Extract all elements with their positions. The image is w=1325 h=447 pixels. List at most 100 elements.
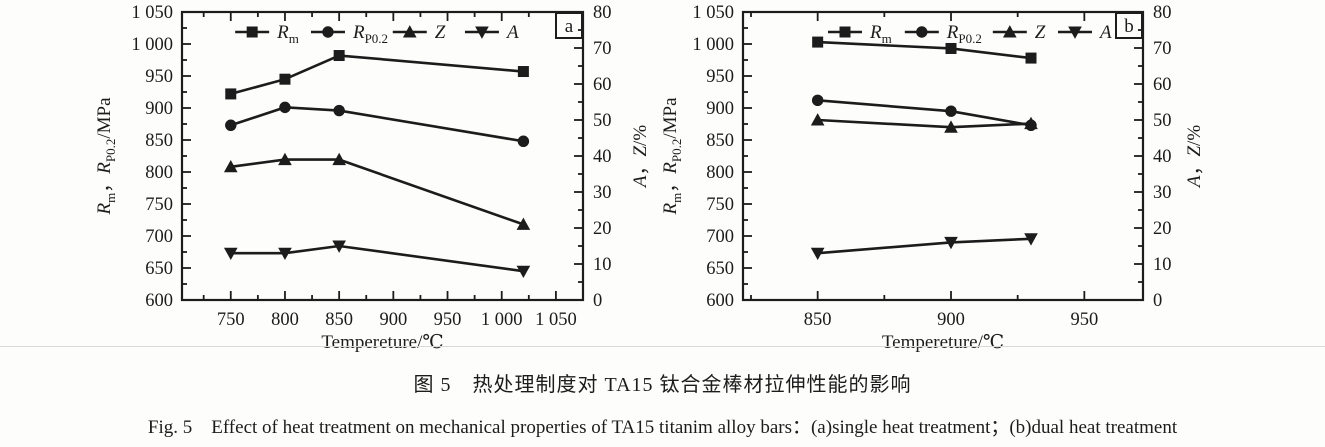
right-tick-label: 20 (1153, 219, 1172, 239)
left-tick-label: 750 (706, 195, 734, 215)
left-tick-label: 700 (706, 227, 734, 247)
x-tick-label: 950 (434, 310, 462, 330)
data-point-Z (278, 152, 292, 166)
right-tick-label: 80 (593, 3, 612, 23)
x-tick-label: 1 000 (481, 310, 523, 330)
panel-letter: b (1124, 16, 1134, 37)
left-tick-label: 950 (145, 67, 173, 87)
data-point-Z (1024, 116, 1038, 130)
series-line-Rp02 (230, 106, 524, 143)
legend-a: Rm RP0.2 Z A (235, 22, 519, 46)
right-tick-label: 10 (593, 255, 612, 275)
left-tick-label: 600 (145, 291, 173, 311)
panel-letter-box (555, 12, 583, 39)
caption-english: Fig. 5 Effect of heat treatment on mecha… (147, 417, 1178, 438)
left-tick-label: 850 (145, 131, 173, 151)
divider-line (0, 346, 1325, 347)
data-point-Rp02 (333, 104, 345, 117)
series-line-A (817, 237, 1032, 255)
data-point-Rp02 (517, 135, 530, 147)
right-tick-label: 50 (1153, 111, 1172, 131)
legend-marker-Rm (246, 26, 258, 38)
legend-marker-Z (1002, 25, 1017, 38)
left-tick-label: 650 (145, 259, 173, 279)
data-point-Rp02 (279, 101, 291, 114)
right-tick-label: 80 (1153, 3, 1172, 23)
data-point-Z (944, 120, 958, 133)
data-point-Rm (225, 88, 237, 100)
right-tick-label: 0 (1153, 291, 1162, 311)
data-point-Rm (279, 73, 291, 85)
series-line-Rm (230, 54, 524, 96)
left-tick-label: 650 (706, 259, 734, 279)
right-axis-title: A，Z/% (1184, 125, 1205, 189)
left-tick-label: 700 (145, 227, 173, 247)
right-tick-label: 40 (1153, 147, 1172, 167)
left-tick-label: 600 (706, 291, 734, 311)
legend-label-Rm: Rm (276, 22, 299, 46)
right-tick-label: 60 (1153, 75, 1172, 95)
right-axis-title: A，Z/% (630, 125, 651, 189)
right-tick-label: 0 (593, 291, 602, 311)
data-point-Rm (945, 42, 957, 54)
x-tick-label: 850 (804, 310, 832, 330)
caption-chinese: 图 5 热处理制度对 TA15 钛合金棒材拉伸性能的影响 (413, 374, 912, 396)
left-tick-label: 900 (145, 99, 173, 119)
panel-letter: a (565, 16, 574, 37)
legend-label-Rp02: RP0.2 (352, 22, 388, 46)
x-tick-label: 900 (937, 310, 965, 330)
series-line-Z (230, 158, 524, 226)
left-tick-label: 750 (145, 195, 173, 215)
left-tick-label: 800 (145, 163, 173, 183)
legend-label-A: A (505, 22, 519, 43)
plot-box-b (741, 10, 1145, 302)
legend-label-Rm: Rm (869, 22, 892, 46)
left-tick-label: 1 000 (692, 35, 734, 55)
data-point-A (810, 247, 825, 261)
chart-panel-a: 750 800 850 900 950 1 000 1 050600650700750800… (94, 3, 651, 353)
data-point-Rp02 (811, 94, 824, 107)
legend-marker-Rm (839, 26, 851, 38)
left-tick-label: 1 050 (131, 3, 173, 23)
data-point-Rm (333, 50, 345, 62)
charts-canvas: 750 800 850 900 950 1 000 1 050600650700750800… (94, 3, 1205, 353)
legend-marker-A (1068, 26, 1082, 39)
left-tick-label: 950 (706, 67, 734, 87)
data-point-Z (516, 217, 531, 230)
right-tick-label: 30 (593, 183, 612, 203)
legend-marker-Rp02 (916, 26, 928, 38)
data-point-Z (810, 113, 825, 126)
data-point-Z (332, 152, 346, 166)
right-tick-label: 70 (593, 39, 612, 59)
left-tick-label: 1 050 (692, 3, 734, 23)
x-tick-label: 800 (271, 310, 299, 330)
right-tick-label: 20 (593, 219, 612, 239)
right-tick-label: 30 (1153, 183, 1172, 203)
data-point-A (332, 240, 346, 253)
x-tick-label: 1 050 (535, 310, 577, 330)
series-line-Z (817, 118, 1032, 129)
right-tick-label: 60 (593, 75, 612, 95)
legend-label-Z: Z (1035, 22, 1046, 43)
x-tick-label: 850 (325, 310, 353, 330)
left-tick-label: 850 (706, 131, 734, 151)
panel-letter-box (1115, 12, 1143, 39)
legend-marker-Rp02 (322, 26, 334, 38)
right-tick-label: 70 (1153, 39, 1172, 59)
legend-b: Rm RP0.2 Z A (828, 22, 1112, 46)
left-tick-label: 1 000 (131, 35, 173, 55)
data-point-Rm (1025, 52, 1037, 64)
data-point-Rp02 (225, 119, 237, 131)
x-tick-label: 950 (1070, 310, 1098, 330)
data-point-A (223, 247, 238, 261)
x-tick-label: 900 (379, 310, 407, 330)
legend-marker-A (475, 26, 489, 39)
data-point-Z (223, 159, 238, 173)
left-tick-label: 900 (706, 99, 734, 119)
data-point-A (1024, 233, 1038, 246)
series-line-A (230, 244, 524, 273)
plot-box-a (180, 10, 585, 302)
x-axis-title: Tempereture/℃ (882, 332, 1004, 353)
